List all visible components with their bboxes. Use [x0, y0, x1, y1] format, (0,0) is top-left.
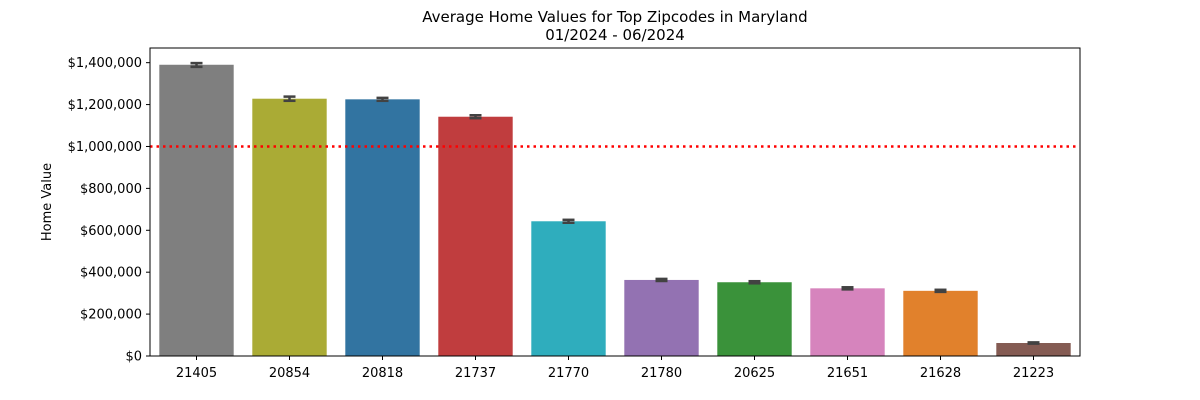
plot-frame	[149, 47, 1081, 357]
bar-21628	[903, 290, 978, 356]
x-tick-label: 21780	[641, 366, 682, 381]
x-tick-label: 20854	[269, 366, 310, 381]
x-tick-label: 21405	[176, 366, 217, 381]
y-tick-label: $0	[125, 350, 142, 365]
y-tick-label: $800,000	[80, 182, 142, 197]
bar-20625	[717, 282, 792, 356]
bar-21405	[159, 64, 234, 356]
x-tick-label: 20625	[734, 366, 775, 381]
y-tick-label: $400,000	[80, 266, 142, 281]
x-tick-label: 21737	[455, 366, 496, 381]
bar-21737	[438, 116, 513, 356]
bar-21651	[810, 288, 885, 356]
chart-subtitle: 01/2024 - 06/2024	[545, 26, 685, 44]
bar-21780	[624, 279, 699, 356]
x-tick-label: 21628	[920, 366, 961, 381]
error-bars-group	[190, 61, 1040, 345]
bar-20818	[345, 99, 420, 356]
chart-title: Average Home Values for Top Zipcodes in …	[422, 8, 807, 26]
x-tick-label: 21651	[827, 366, 868, 381]
bars-group	[159, 64, 1071, 356]
y-tick-label: $200,000	[80, 308, 142, 323]
x-tick-label: 20818	[362, 366, 403, 381]
bar-21770	[531, 221, 606, 356]
bar-20854	[252, 98, 327, 356]
x-tick-label: 21770	[548, 366, 589, 381]
y-tick-label: $1,400,000	[68, 56, 142, 71]
bar-21223	[996, 343, 1071, 356]
x-tick-label: 21223	[1013, 366, 1054, 381]
y-tick-label: $600,000	[80, 224, 142, 239]
y-axis-label: Home Value	[40, 163, 55, 241]
y-tick-label: $1,000,000	[68, 140, 142, 155]
axes-group: $0 $200,000 $400,000 $600,000 $800,000 $1,000…	[68, 47, 1081, 381]
y-tick-label: $1,200,000	[68, 98, 142, 113]
